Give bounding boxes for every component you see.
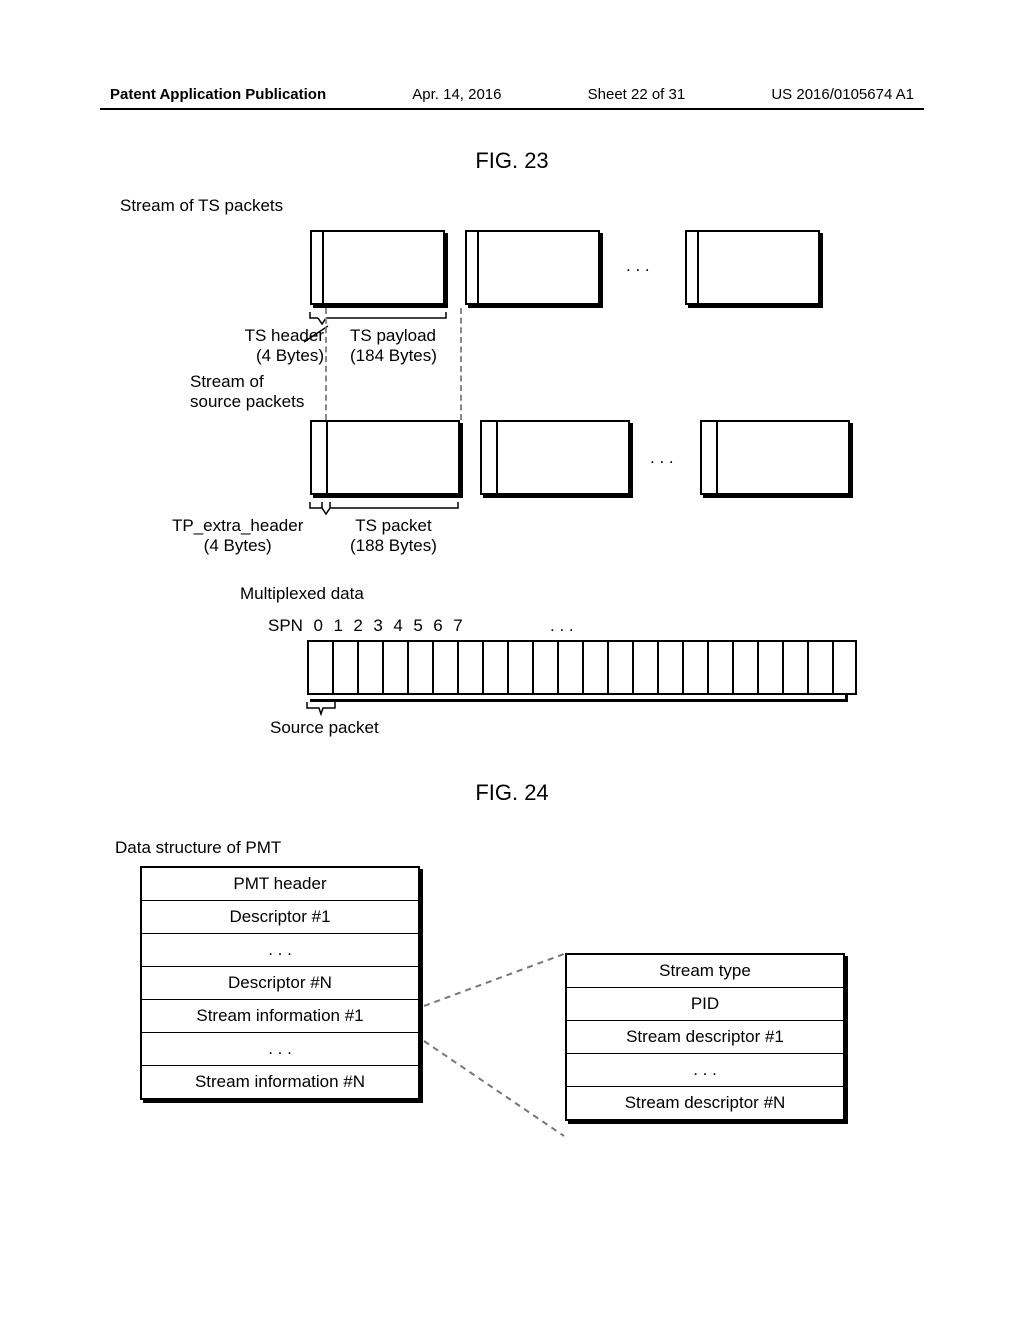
ts-packet-text: TS packet: [355, 516, 432, 535]
spn-1: 1: [333, 616, 342, 636]
source-ellipsis: . . .: [650, 448, 674, 468]
pmt-row: . . .: [142, 1033, 418, 1066]
mux-row: [307, 640, 857, 695]
stream-row: Stream type: [567, 955, 843, 988]
source-packet-n: [700, 420, 850, 495]
mux-cell: [457, 640, 482, 695]
mux-cell: [582, 640, 607, 695]
mux-cell: [532, 640, 557, 695]
mux-cell: [332, 640, 357, 695]
mux-cell: [607, 640, 632, 695]
tp-extra-label: TP_extra_header (4 Bytes): [172, 516, 303, 556]
mux-cell: [757, 640, 782, 695]
pmt-connector-svg: [420, 866, 570, 1146]
mux-cell: [407, 640, 432, 695]
spn-4: 4: [393, 616, 402, 636]
mux-cell: [657, 640, 682, 695]
tp-extra-slice: [482, 422, 498, 493]
mux-label: Multiplexed data: [240, 584, 364, 604]
pmt-row: Descriptor #N: [142, 967, 418, 1000]
mux-cell: [782, 640, 807, 695]
figure-23-title: FIG. 23: [0, 148, 1024, 174]
ts-header-slice: [687, 232, 699, 303]
mux-cell: [732, 640, 757, 695]
mux-cell: [557, 640, 582, 695]
tp-extra-bytes: (4 Bytes): [204, 536, 272, 555]
tp-extra-slice: [702, 422, 718, 493]
mux-cell: [507, 640, 532, 695]
source-label-2: source packets: [190, 392, 304, 411]
ts-ellipsis: . . .: [626, 256, 650, 276]
header-rule: [100, 108, 924, 110]
dash-guide-1: [325, 308, 327, 420]
mux-cell: [707, 640, 732, 695]
pmt-row: PMT header: [142, 868, 418, 901]
stream-row: PID: [567, 988, 843, 1021]
publication-label: Patent Application Publication: [110, 86, 326, 103]
mux-cell: [432, 640, 457, 695]
ts-packet-188-label: TS packet (188 Bytes): [350, 516, 437, 556]
pmt-row: . . .: [142, 934, 418, 967]
stream-row: Stream descriptor #1: [567, 1021, 843, 1054]
source-packet-1: [310, 420, 460, 495]
page-header: Patent Application Publication Apr. 14, …: [0, 86, 1024, 103]
spn-row: SPN 0 1 2 3 4 5 6 7: [268, 616, 463, 636]
ts-packet-1: [310, 230, 445, 305]
source-packet-2: [480, 420, 630, 495]
spn-label: SPN: [268, 616, 303, 636]
spn-7: 7: [453, 616, 462, 636]
spn-6: 6: [433, 616, 442, 636]
mux-cell: [682, 640, 707, 695]
spn-2: 2: [353, 616, 362, 636]
pmt-row: Stream information #N: [142, 1066, 418, 1098]
stream-ts-label: Stream of TS packets: [120, 196, 283, 216]
spn-3: 3: [373, 616, 382, 636]
stream-row: . . .: [567, 1054, 843, 1087]
mux-cell: [482, 640, 507, 695]
ts-header-pointer: [302, 324, 332, 346]
mux-cell: [807, 640, 832, 695]
stream-table: Stream type PID Stream descriptor #1 . .…: [565, 953, 845, 1121]
ts-header-slice: [467, 232, 479, 303]
pmt-struct-label: Data structure of PMT: [115, 838, 281, 858]
ts-header-bytes: (4 Bytes): [256, 346, 324, 365]
ts-payload-label: TS payload (184 Bytes): [350, 326, 437, 366]
spn-5: 5: [413, 616, 422, 636]
publication-number: US 2016/0105674 A1: [771, 86, 914, 103]
mux-cell: [307, 640, 332, 695]
source-pkt-brace: [305, 700, 341, 716]
sheet-number: Sheet 22 of 31: [588, 86, 686, 103]
mux-cell: [632, 640, 657, 695]
tp-extra-slice: [312, 422, 328, 493]
source-label-1: Stream of: [190, 372, 264, 391]
mux-cell: [832, 640, 857, 695]
figure-24-title: FIG. 24: [0, 780, 1024, 806]
tp-extra-text: TP_extra_header: [172, 516, 303, 535]
source-stream-label: Stream of source packets: [190, 372, 304, 412]
pmt-row: Descriptor #1: [142, 901, 418, 934]
mux-cell: [382, 640, 407, 695]
ts-packet-bytes: (188 Bytes): [350, 536, 437, 555]
spn-dots: . . .: [550, 616, 574, 636]
dash-guide-2: [460, 308, 462, 420]
pmt-table: PMT header Descriptor #1 . . . Descripto…: [140, 866, 420, 1100]
pmt-row: Stream information #1: [142, 1000, 418, 1033]
spn-0: 0: [313, 616, 322, 636]
ts-header-slice: [312, 232, 324, 303]
ts-packet-2: [465, 230, 600, 305]
ts-payload-bytes: (184 Bytes): [350, 346, 437, 365]
stream-row: Stream descriptor #N: [567, 1087, 843, 1119]
publication-date: Apr. 14, 2016: [412, 86, 501, 103]
mux-cell: [357, 640, 382, 695]
ts-payload-text: TS payload: [350, 326, 436, 345]
source-packet-label: Source packet: [270, 718, 379, 738]
ts-packet-n: [685, 230, 820, 305]
